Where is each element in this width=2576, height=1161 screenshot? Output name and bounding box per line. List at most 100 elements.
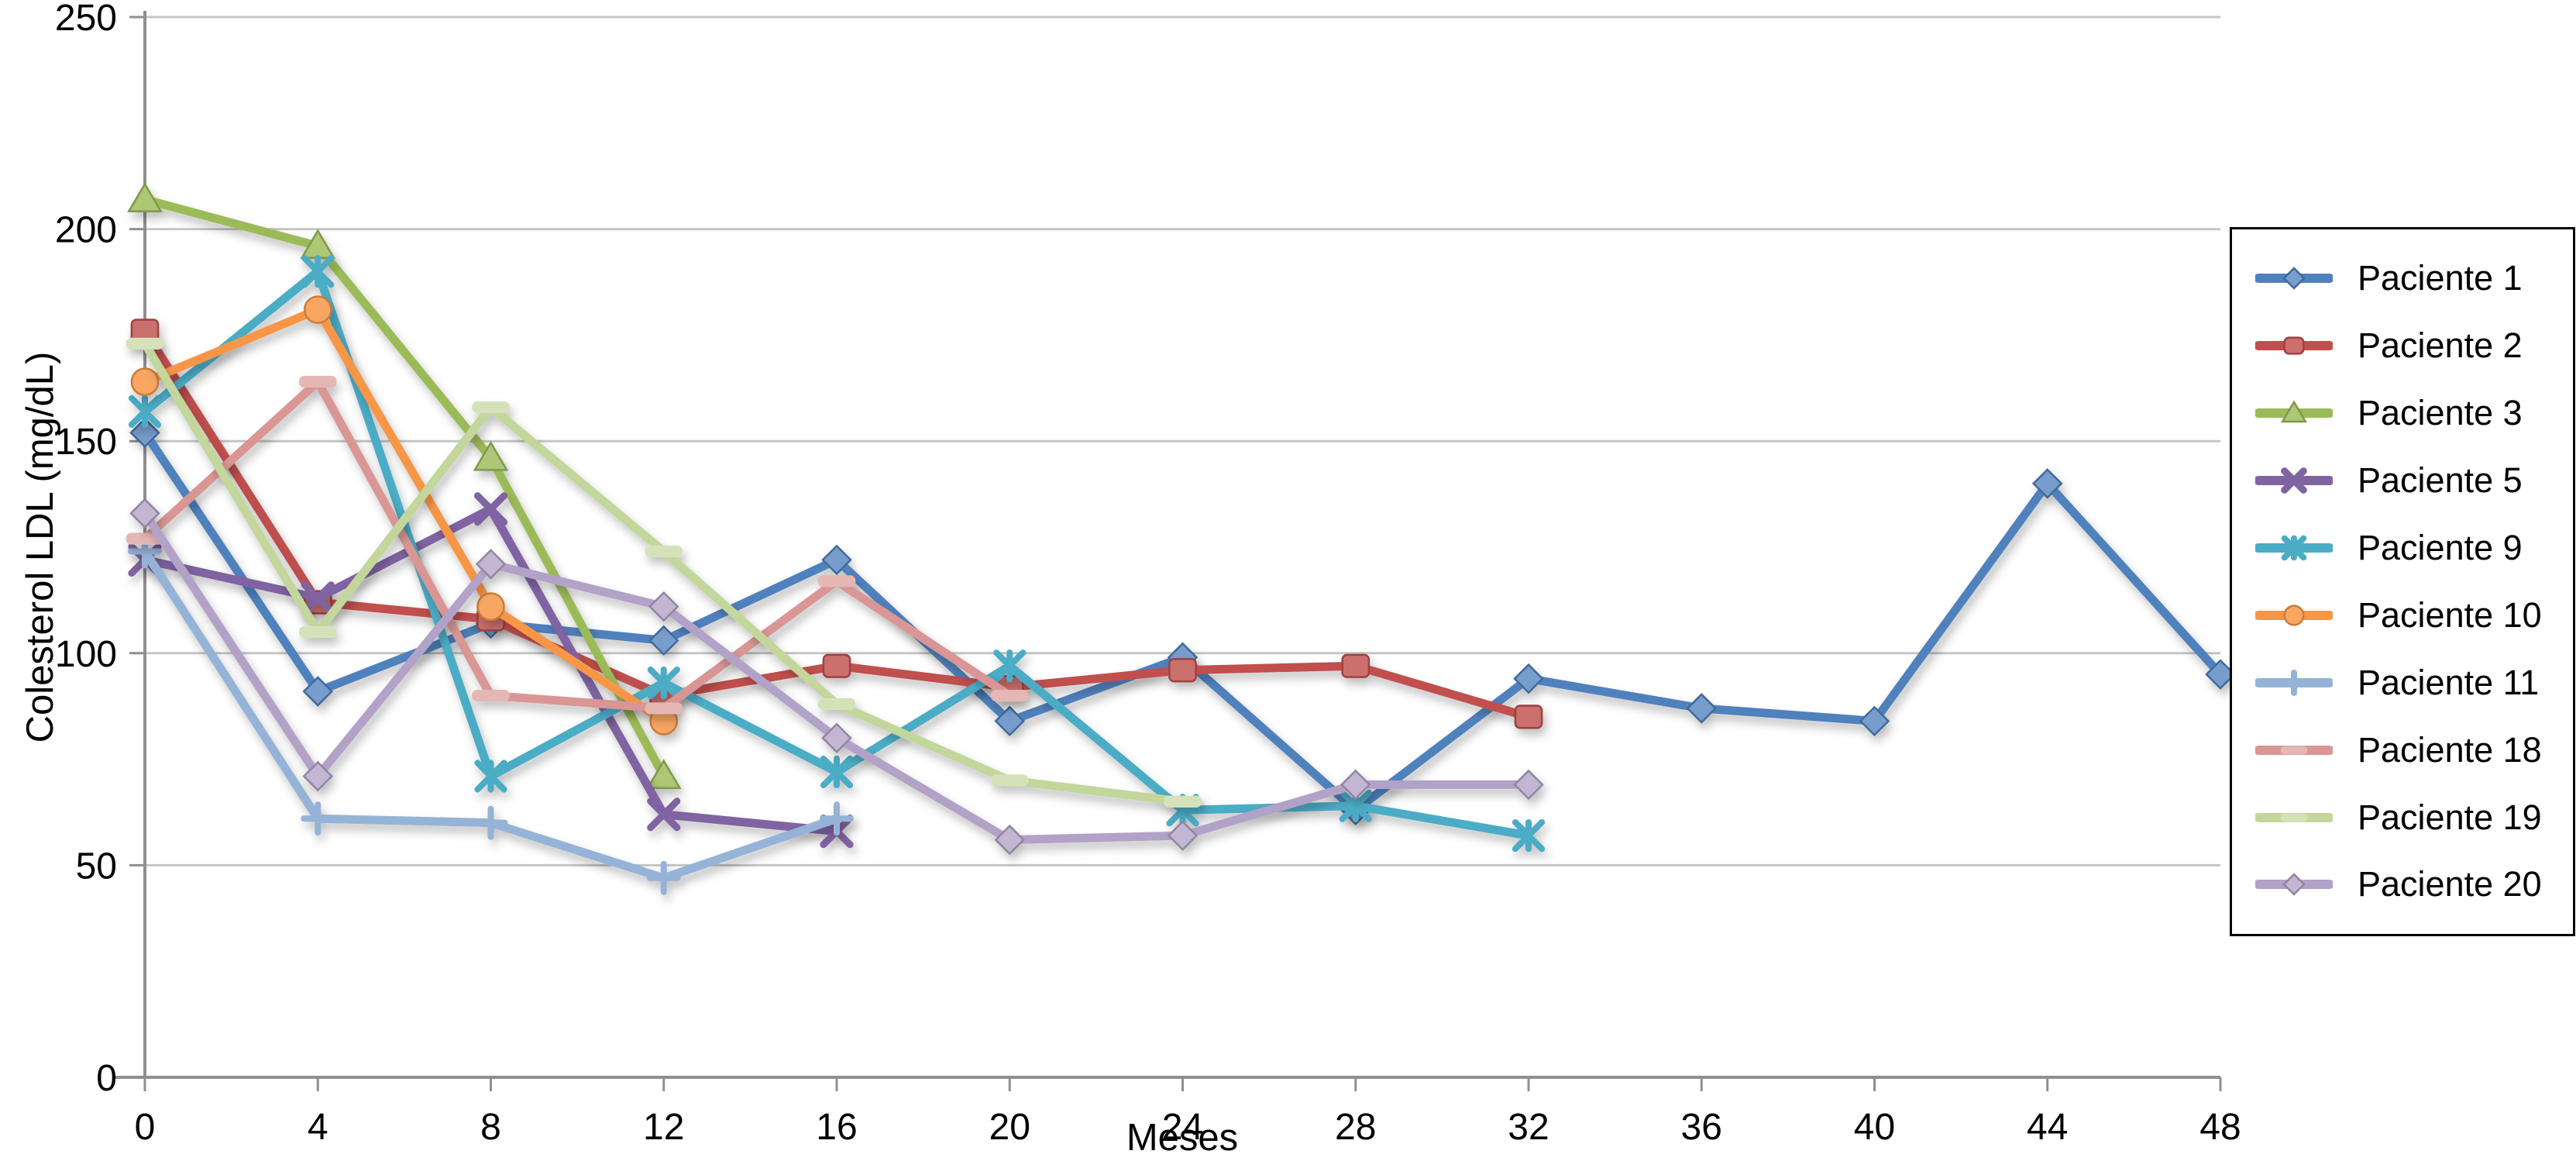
marker-paciente-18-m8 xyxy=(472,689,510,702)
legend-item-paciente-5: Paciente 5 xyxy=(2255,460,2567,501)
legend-item-paciente-18: Paciente 18 xyxy=(2255,730,2567,770)
x-tick-label-8: 8 xyxy=(480,1107,501,1148)
x-axis-title: Meses xyxy=(1126,1117,1239,1159)
marker-paciente-11-m4 xyxy=(301,801,335,836)
marker-paciente-2-m32 xyxy=(1514,705,1543,729)
legend-item-paciente-1: Paciente 1 xyxy=(2255,258,2567,298)
marker-paciente-18-m16 xyxy=(817,575,856,587)
legend-item-paciente-9: Paciente 9 xyxy=(2255,528,2567,568)
marker-paciente-20-m0 xyxy=(129,498,160,529)
legend-marker-icon-paciente-10 xyxy=(2255,605,2333,626)
marker-paciente-1-m4 xyxy=(302,676,334,707)
x-tick-label-12: 12 xyxy=(643,1107,684,1148)
series-line-paciente-1 xyxy=(140,428,2225,815)
legend-label-paciente-5: Paciente 5 xyxy=(2358,460,2523,501)
x-tick-label-32: 32 xyxy=(1508,1107,1549,1148)
series-paciente-3 xyxy=(127,182,682,790)
marker-paciente-18-m4 xyxy=(298,376,337,388)
legend-label-paciente-2: Paciente 2 xyxy=(2358,326,2523,366)
marker-paciente-9-m32 xyxy=(1512,818,1546,853)
marker-paciente-5-m12 xyxy=(647,798,681,832)
marker-paciente-20-m24 xyxy=(1167,820,1199,851)
marker-paciente-9-m16 xyxy=(820,755,854,789)
legend-label-paciente-10: Paciente 10 xyxy=(2358,594,2542,635)
marker-paciente-20-m28 xyxy=(1340,769,1371,801)
y-tick-label-0: 0 xyxy=(96,1058,117,1099)
y-tick-label-50: 50 xyxy=(76,846,117,887)
legend-marker-icon-paciente-1 xyxy=(2255,267,2333,291)
marker-paciente-18-m0 xyxy=(126,532,164,545)
legend-label-paciente-3: Paciente 3 xyxy=(2358,393,2523,433)
y-tick-label-250: 250 xyxy=(55,0,117,39)
marker-paciente-19-m20 xyxy=(990,774,1029,787)
y-tick-label-150: 150 xyxy=(55,422,117,463)
legend-marker-icon-paciente-19 xyxy=(2255,812,2333,822)
marker-paciente-10-m4 xyxy=(303,295,332,324)
series-paciente-20 xyxy=(129,498,1544,856)
series-paciente-5 xyxy=(128,492,854,849)
legend-item-paciente-2: Paciente 2 xyxy=(2255,326,2567,366)
legend-label-paciente-18: Paciente 18 xyxy=(2358,729,2542,770)
x-tick-label-48: 48 xyxy=(2199,1107,2241,1148)
legend-item-paciente-11: Paciente 11 xyxy=(2255,663,2567,703)
legend-label-paciente-19: Paciente 19 xyxy=(2358,797,2542,837)
legend-marker-icon-paciente-18 xyxy=(2255,745,2333,755)
legend-marker-icon-paciente-5 xyxy=(2255,467,2333,494)
marker-paciente-19-m4 xyxy=(298,625,337,638)
x-tick-label-0: 0 xyxy=(135,1107,156,1148)
legend-label-paciente-20: Paciente 20 xyxy=(2358,864,2542,904)
marker-paciente-1-m12 xyxy=(648,625,679,656)
series-line-paciente-3 xyxy=(140,195,669,780)
marker-paciente-1-m0 xyxy=(129,417,160,449)
legend-marker-icon-paciente-11 xyxy=(2255,669,2333,696)
x-tick-label-36: 36 xyxy=(1681,1107,1722,1148)
marker-paciente-10-m8 xyxy=(476,592,505,621)
y-tick-label-200: 200 xyxy=(55,210,117,251)
marker-paciente-11-m12 xyxy=(646,860,681,895)
marker-paciente-9-m20 xyxy=(993,649,1027,683)
legend-item-paciente-20: Paciente 20 xyxy=(2255,864,2567,904)
marker-paciente-1-m36 xyxy=(1686,693,1718,724)
marker-paciente-1-m32 xyxy=(1513,663,1544,694)
marker-paciente-2-m16 xyxy=(822,653,851,678)
x-tick-label-20: 20 xyxy=(989,1107,1030,1148)
series-paciente-2 xyxy=(130,319,1543,729)
marker-paciente-20-m32 xyxy=(1513,769,1544,801)
marker-paciente-9-m4 xyxy=(301,255,335,288)
marker-paciente-9-m8 xyxy=(474,760,507,793)
legend-item-paciente-3: Paciente 3 xyxy=(2255,393,2567,433)
legend-label-paciente-9: Paciente 9 xyxy=(2358,528,2523,567)
x-tick-label-44: 44 xyxy=(2027,1107,2068,1148)
legend-marker-icon-paciente-20 xyxy=(2255,873,2333,897)
legend-item-paciente-10: Paciente 10 xyxy=(2255,595,2567,636)
marker-paciente-5-m4 xyxy=(301,581,335,615)
legend-marker-icon-paciente-9 xyxy=(2255,535,2333,561)
marker-paciente-3-m12 xyxy=(645,759,682,790)
marker-paciente-11-m8 xyxy=(473,805,508,840)
marker-paciente-20-m4 xyxy=(302,760,334,792)
marker-paciente-20-m16 xyxy=(821,722,852,754)
legend: Paciente 1 Paciente 2 Paciente 3 Paciente 5… xyxy=(2230,227,2575,936)
marker-paciente-3-m0 xyxy=(127,182,163,212)
series-paciente-18 xyxy=(126,376,1029,715)
series-paciente-19 xyxy=(126,337,1202,808)
legend-item-paciente-19: Paciente 19 xyxy=(2255,798,2567,838)
marker-paciente-1-m16 xyxy=(821,544,852,576)
marker-paciente-20-m20 xyxy=(994,824,1026,856)
marker-paciente-9-m0 xyxy=(128,394,162,428)
x-tick-label-4: 4 xyxy=(308,1107,328,1148)
x-tick-label-40: 40 xyxy=(1854,1107,1895,1148)
marker-paciente-2-m28 xyxy=(1341,653,1371,678)
marker-paciente-19-m8 xyxy=(472,401,510,413)
legend-marker-icon-paciente-2 xyxy=(2255,336,2333,355)
marker-paciente-1-m44 xyxy=(2031,468,2063,499)
marker-paciente-9-m12 xyxy=(647,667,680,700)
legend-label-paciente-1: Paciente 1 xyxy=(2358,258,2523,298)
x-tick-label-24: 24 xyxy=(1162,1107,1203,1148)
x-tick-label-28: 28 xyxy=(1335,1107,1376,1148)
marker-paciente-1-m40 xyxy=(1859,705,1890,737)
marker-paciente-2-m24 xyxy=(1168,658,1197,683)
y-axis-title: Colesterol LDL (mg/dL) xyxy=(19,351,61,743)
